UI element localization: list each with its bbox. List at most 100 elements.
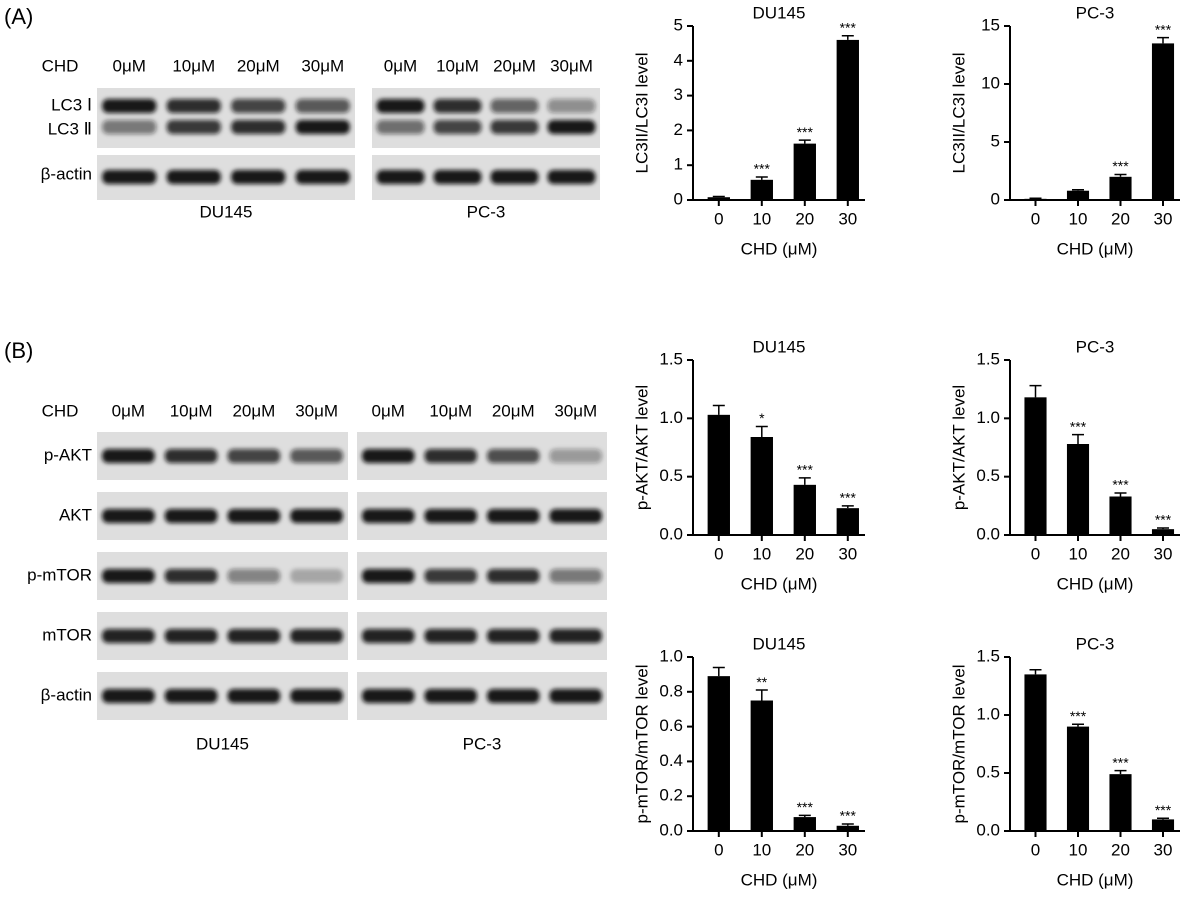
blot-band [102,509,155,523]
significance: *** [1070,708,1087,724]
blot-band [102,170,157,184]
row-label: β-actin [41,685,92,704]
chart-title: DU145 [753,634,806,653]
y-tick-label: 1.0 [659,646,683,665]
blot-band [487,689,540,703]
lane-label: 20μM [493,56,536,75]
blot-band [376,120,425,134]
treatment-label: CHD [42,56,79,75]
lane-label: 30μM [550,56,593,75]
blot-band [433,170,482,184]
blot-band [487,629,540,643]
lane-label: 10μM [429,401,472,420]
bar [1151,819,1175,831]
blot-band [490,99,539,113]
blot-band [549,689,602,703]
blot-band [424,509,477,523]
blot-band [549,569,602,583]
y-tick-label: 10 [981,73,1000,92]
x-tick-label: 20 [1111,209,1130,228]
bar [793,484,816,535]
significance: *** [754,161,771,177]
row-label: AKT [59,505,92,524]
y-tick-label: 0.5 [976,466,1000,485]
y-tick-label: 1 [674,155,683,174]
y-tick-label: 3 [674,85,683,104]
bar [707,676,730,831]
y-tick-label: 5 [991,131,1000,150]
x-axis-label: CHD (μM) [1057,574,1134,593]
chart-title: PC-3 [1076,634,1115,653]
blot-band [376,99,425,113]
error-bar [1072,723,1084,727]
blot-band [433,99,482,113]
treatment-label: CHD [42,401,79,420]
blot-band [231,120,286,134]
y-tick-label: 0 [674,189,683,208]
bar [836,39,859,200]
axes [1009,26,1180,201]
lane-label: 0μM [112,401,145,420]
blot-band [102,569,155,583]
bar [1024,397,1047,535]
significance: *** [797,124,814,140]
y-tick-label: 1.0 [976,704,1000,723]
error-bar [1157,36,1169,44]
chart-title: PC-3 [1076,337,1115,356]
error-bar [755,689,768,701]
x-tick-label: 0 [714,840,723,859]
significance: *** [797,799,814,815]
row-label: p-mTOR [27,565,92,584]
row-label: LC3 Ⅰ [51,95,92,114]
blot-band [102,99,157,113]
cell-line-label: DU145 [196,734,249,753]
significance: *** [1155,802,1172,818]
bar [1109,774,1132,831]
y-tick-label: 0.8 [659,681,683,700]
bar [1066,726,1090,831]
blot-band [227,509,281,523]
cell-line-label: PC-3 [463,734,502,753]
y-tick-label: 1.0 [976,408,1000,427]
axes [692,360,865,536]
blot-band [362,509,415,523]
error-bar [798,477,811,485]
lane-label: 20μM [237,56,280,75]
lane-label: 10μM [436,56,479,75]
blot-band [102,449,155,463]
x-tick-label: 20 [1111,544,1130,563]
blot-band [424,629,477,643]
y-tick-label: 0 [991,189,1000,208]
row-label: β-actin [41,164,92,183]
significance: *** [1112,158,1129,174]
panel-label: (B) [4,338,33,363]
blot-band [487,509,540,523]
chart-title: PC-3 [1076,3,1115,22]
y-axis-label: p-AKT/AKT level [632,385,651,510]
axes [1009,657,1180,832]
x-tick-label: 10 [1069,840,1088,859]
x-tick-label: 20 [1111,840,1130,859]
blot-band [547,120,596,134]
bar [1066,190,1090,200]
lane-label: 30μM [295,401,338,420]
y-tick-label: 5 [674,15,683,34]
bar [750,179,773,200]
bar [1109,496,1132,535]
bar [750,437,773,535]
y-tick-label: 4 [674,50,683,69]
lane-label: 0μM [113,56,146,75]
cell-line-label: PC-3 [467,202,506,221]
error-bar [1029,384,1042,398]
bar [836,825,859,831]
significance: *** [840,19,857,35]
error-bar [1114,769,1127,775]
bar [1151,529,1175,535]
error-bar [755,176,768,180]
blot-band [164,509,218,523]
blot-band [362,629,415,643]
x-tick-label: 20 [795,544,814,563]
y-tick-label: 0.0 [659,820,683,839]
error-bar [1157,817,1169,820]
